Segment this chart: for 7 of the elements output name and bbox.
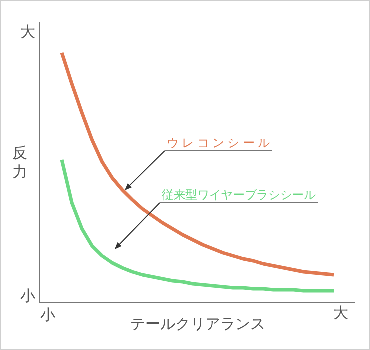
text: 大 [20, 23, 36, 41]
y-axis-title: 反力 [12, 144, 28, 181]
x-axis-title: テールクリアランス [130, 315, 266, 333]
text: 大 [334, 304, 348, 322]
text: 小 [40, 306, 56, 324]
text: ウレコンシール [167, 136, 270, 150]
text: 小 [20, 287, 36, 305]
